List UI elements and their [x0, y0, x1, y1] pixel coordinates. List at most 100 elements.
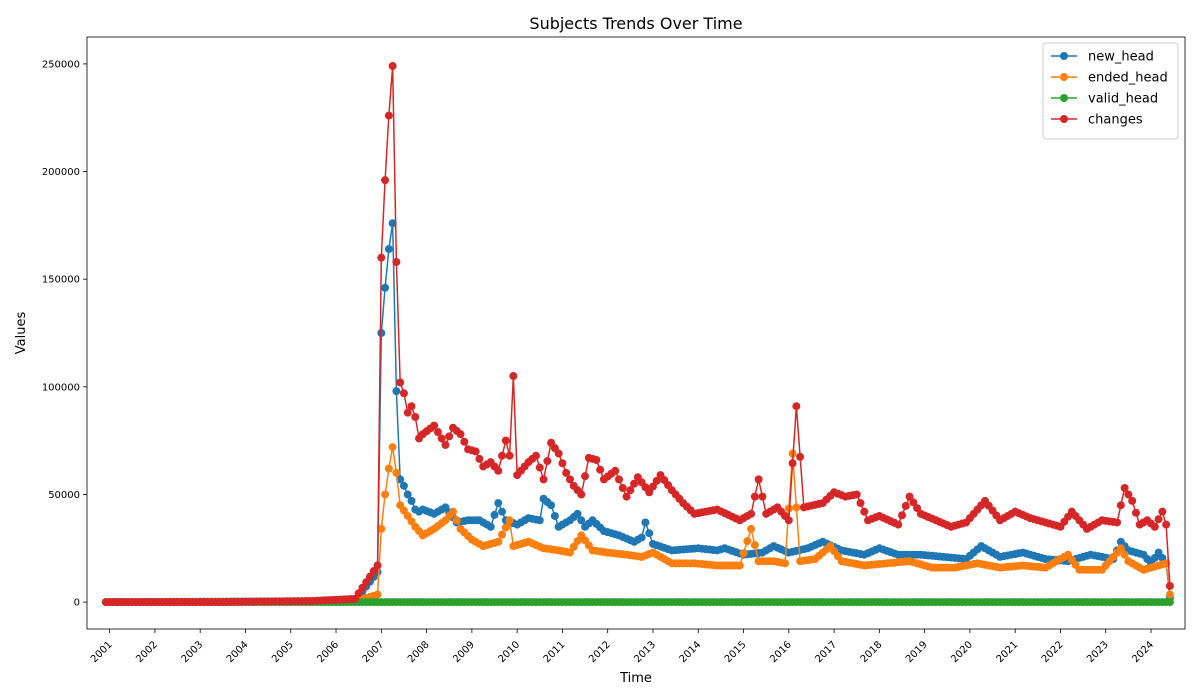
- data-point: [381, 490, 390, 499]
- data-point: [852, 490, 861, 499]
- x-tick-label: 2017: [813, 639, 839, 665]
- legend-swatch-marker: [1060, 73, 1068, 81]
- data-point: [543, 457, 552, 466]
- data-point: [1128, 496, 1137, 505]
- plot-frame: [86, 36, 1186, 630]
- y-tick-label: 100000: [42, 382, 80, 393]
- legend-label: new_head: [1088, 50, 1154, 65]
- series-changes: [101, 62, 1174, 607]
- data-point: [735, 561, 744, 570]
- data-point: [592, 456, 601, 465]
- data-point: [596, 465, 605, 474]
- data-point: [637, 533, 646, 542]
- legend-swatch-marker: [1060, 115, 1068, 123]
- data-point: [505, 516, 514, 525]
- data-point: [547, 501, 556, 510]
- data-point: [792, 503, 801, 512]
- data-point: [475, 454, 484, 463]
- data-point: [1158, 507, 1167, 516]
- series-layer: [101, 62, 1174, 607]
- legend-swatch-marker: [1060, 52, 1068, 60]
- data-point: [501, 523, 510, 532]
- x-tick-label: 2023: [1085, 639, 1111, 665]
- data-point: [615, 475, 624, 484]
- data-point: [433, 428, 442, 437]
- data-point: [781, 559, 790, 568]
- legend-item: valid_head: [1051, 92, 1158, 107]
- data-point: [641, 518, 650, 527]
- data-point: [1131, 508, 1140, 517]
- data-point: [535, 516, 544, 525]
- data-point: [437, 434, 446, 443]
- data-point: [407, 496, 416, 505]
- data-point: [441, 440, 450, 449]
- data-point: [630, 479, 639, 488]
- data-point: [509, 372, 518, 381]
- series-line-ended_head: [105, 446, 1171, 603]
- data-point: [494, 537, 503, 546]
- data-point: [894, 520, 903, 529]
- data-point: [490, 510, 499, 519]
- data-point: [565, 475, 574, 484]
- data-point: [573, 509, 582, 518]
- y-axis-label: Values: [14, 312, 29, 355]
- data-point: [1165, 581, 1174, 590]
- x-tick-label: 2022: [1040, 639, 1066, 665]
- data-point: [449, 507, 457, 516]
- data-point: [460, 437, 469, 446]
- data-point: [550, 511, 559, 520]
- data-point: [399, 481, 408, 490]
- data-point: [577, 490, 586, 499]
- data-point: [898, 511, 907, 520]
- data-point: [860, 507, 869, 516]
- data-point: [565, 548, 574, 557]
- data-point: [1150, 522, 1159, 531]
- data-point: [796, 452, 805, 461]
- data-point: [856, 499, 865, 508]
- data-point: [788, 459, 797, 468]
- data-point: [377, 329, 386, 337]
- legend-swatch-marker: [1060, 94, 1068, 102]
- data-point: [618, 484, 627, 492]
- data-point: [747, 524, 756, 533]
- data-point: [373, 590, 382, 599]
- y-tick-label: 250000: [42, 59, 80, 70]
- legend-label: changes: [1088, 113, 1143, 128]
- data-point: [498, 530, 507, 539]
- data-point: [392, 387, 401, 396]
- data-point: [486, 522, 495, 531]
- data-point: [388, 443, 397, 452]
- series-new_head: [101, 219, 1174, 607]
- data-point: [1120, 550, 1129, 559]
- data-point: [471, 447, 480, 456]
- series-ended_head: [101, 443, 1174, 607]
- x-tick-label: 2005: [270, 639, 296, 665]
- data-point: [535, 463, 544, 472]
- data-point: [1116, 501, 1125, 510]
- plot-area: [86, 36, 1186, 630]
- data-point: [403, 408, 412, 417]
- data-point: [1154, 515, 1163, 524]
- data-point: [532, 451, 541, 460]
- x-tick-label: 2021: [995, 639, 1021, 665]
- y-tick-label: 50000: [48, 490, 80, 501]
- series-line-new_head: [105, 223, 1171, 603]
- data-point: [577, 516, 586, 525]
- series-line-changes: [105, 66, 1171, 603]
- data-point: [407, 402, 416, 411]
- data-point: [539, 475, 548, 484]
- data-point: [388, 62, 397, 71]
- x-tick-label: 2003: [180, 639, 206, 665]
- data-point: [739, 549, 748, 558]
- data-point: [784, 504, 793, 513]
- data-point: [1165, 598, 1174, 607]
- data-point: [411, 412, 420, 421]
- data-point: [611, 466, 620, 475]
- x-axis: 2001 2002 2003 2004 2005 2006 2007 2008 2009 2010…: [89, 629, 1156, 665]
- data-point: [645, 488, 654, 497]
- x-tick-label: 2016: [768, 639, 794, 665]
- data-point: [430, 421, 439, 430]
- data-point: [743, 537, 752, 546]
- x-tick-label: 2015: [723, 639, 749, 665]
- data-point: [381, 176, 390, 185]
